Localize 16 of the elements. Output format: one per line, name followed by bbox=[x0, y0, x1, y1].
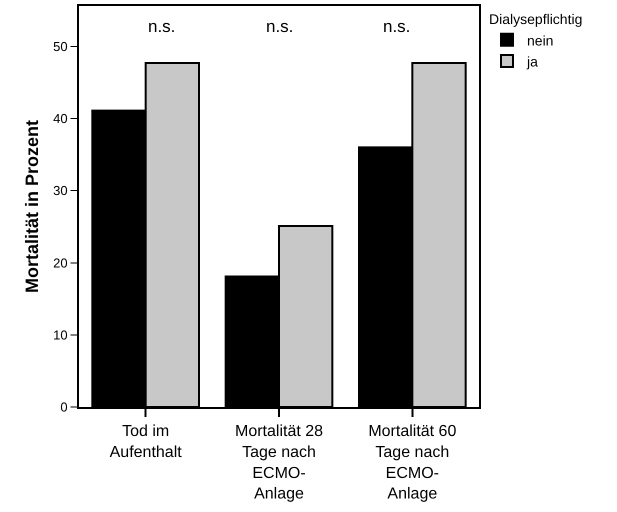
x-tick-label: Tod im Aufenthalt bbox=[110, 423, 182, 461]
legend-label: ja bbox=[526, 53, 538, 70]
y-tick-label: 20 bbox=[53, 255, 68, 270]
annotation: n.s. bbox=[148, 17, 176, 36]
annotation: n.s. bbox=[266, 17, 294, 36]
y-tick-label: 0 bbox=[60, 400, 68, 415]
x-tick-label: Mortalität 28 Tage nach ECMO-Anlage bbox=[234, 423, 324, 503]
legend-label: nein bbox=[527, 32, 554, 48]
y-tick-label: 30 bbox=[53, 183, 68, 198]
y-axis-title: Mortalität in Prozent bbox=[22, 120, 42, 294]
y-tick-label: 40 bbox=[53, 111, 68, 126]
annotation: n.s. bbox=[383, 17, 410, 36]
y-tick-label: 10 bbox=[53, 327, 68, 342]
y-tick-label: 50 bbox=[53, 38, 68, 54]
x-tick-label: Mortalität 60 Tage nach ECMO-Anlage bbox=[368, 423, 456, 503]
legend-title: Dialysepflichtig bbox=[489, 11, 582, 28]
